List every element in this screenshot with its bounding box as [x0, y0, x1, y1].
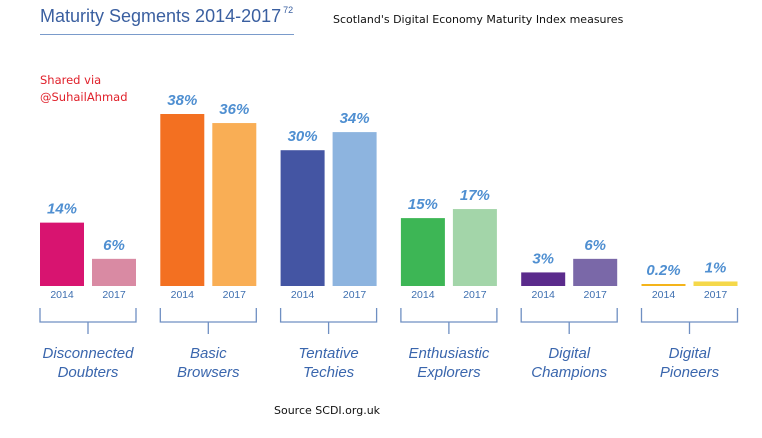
bar-2017 [693, 281, 738, 286]
value-label: 38% [167, 92, 197, 109]
value-label: 34% [340, 110, 370, 127]
year-tick-label: 2017 [463, 289, 487, 301]
category-label: Pioneers [660, 364, 720, 381]
value-label: 17% [460, 187, 490, 204]
watermark: Shared via @SuhailAhmad [40, 72, 128, 106]
category-label: Explorers [417, 364, 481, 381]
category-bracket [39, 308, 137, 334]
chart-title-text: Maturity Segments 2014-2017 [40, 6, 282, 26]
bar-2017 [332, 132, 377, 286]
category-bracket [159, 308, 257, 334]
chart-subtitle: Scotland's Digital Economy Maturity Inde… [333, 13, 624, 26]
source-credit: Source SCDI.org.uk [274, 404, 381, 417]
category-bracket [520, 308, 618, 334]
year-tick-label: 2014 [291, 289, 315, 301]
value-label: 30% [288, 128, 318, 145]
category-label: Champions [531, 364, 607, 381]
category-bracket [279, 308, 378, 334]
year-tick-label: 2014 [50, 289, 74, 301]
category-label: Digital [548, 345, 590, 362]
category-label: Techies [303, 364, 355, 381]
bar-2017 [92, 258, 136, 286]
value-label: 1% [705, 259, 727, 276]
value-label: 14% [47, 201, 77, 218]
bar-2014 [641, 284, 686, 286]
year-tick-label: 2017 [704, 289, 728, 301]
watermark-line-2: @SuhailAhmad [40, 90, 128, 104]
category-label: Basic [190, 345, 227, 362]
category-bracket [400, 308, 498, 334]
bar-2017 [573, 258, 618, 286]
watermark-line-1: Shared via [40, 73, 102, 87]
category-label: Doubters [58, 364, 119, 381]
year-tick-label: 2014 [171, 289, 195, 301]
value-label: 0.2% [646, 262, 680, 279]
category-label: Enthusiastic [408, 345, 489, 362]
bar-2014 [280, 150, 325, 286]
title-underline [40, 34, 294, 35]
year-tick-label: 2014 [532, 289, 556, 301]
footnote-reference: 72 [283, 5, 294, 15]
value-label: 15% [408, 196, 438, 213]
category-label: Disconnected [43, 345, 135, 362]
year-tick-label: 2014 [652, 289, 676, 301]
category-label: Digital [669, 345, 711, 362]
value-label: 6% [584, 237, 606, 254]
year-tick-label: 2017 [584, 289, 608, 301]
category-label: Tentative [298, 345, 358, 362]
year-tick-label: 2017 [343, 289, 367, 301]
bar-2017 [212, 123, 257, 286]
bar-2014 [400, 218, 445, 286]
bar-2014 [521, 272, 566, 286]
category-bracket [640, 308, 739, 334]
value-label: 3% [532, 250, 554, 267]
category-label: Browsers [177, 364, 240, 381]
year-tick-label: 2017 [102, 289, 126, 301]
bar-2017 [452, 209, 497, 286]
year-tick-label: 2014 [411, 289, 435, 301]
bar-2014 [160, 114, 205, 286]
year-tick-label: 2017 [223, 289, 247, 301]
bar-2014 [40, 222, 84, 286]
value-label: 6% [103, 237, 125, 254]
chart-title: Maturity Segments 2014-2017 72 [40, 5, 294, 27]
value-label: 36% [219, 101, 249, 118]
